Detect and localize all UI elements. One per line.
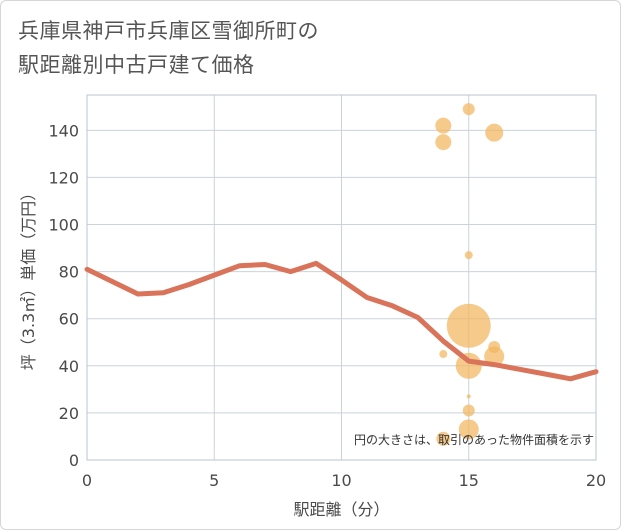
data-point — [485, 123, 504, 142]
y-tick-label: 120 — [48, 168, 79, 187]
y-tick-label: 100 — [48, 216, 79, 235]
data-point — [464, 251, 473, 260]
y-tick-label: 140 — [48, 121, 79, 140]
plot-border — [86, 94, 597, 461]
y-tick-labels: 0 20 40 60 80 100 120 140 — [48, 121, 79, 470]
data-point — [455, 352, 482, 379]
data-point — [439, 350, 448, 359]
x-tick-label: 5 — [209, 471, 219, 490]
y-tick-label: 40 — [59, 357, 79, 376]
x-tick-label: 0 — [82, 471, 92, 490]
data-point — [435, 117, 452, 134]
y-tick-label: 0 — [69, 451, 79, 470]
y-axis-title: 坪（3.3㎡）単価（万円） — [19, 185, 38, 370]
x-axis-title: 駅距離（分） — [293, 500, 389, 519]
title-line-2: 駅距離別中古戸建て価格 — [18, 53, 255, 77]
data-point — [446, 303, 491, 348]
data-point — [462, 404, 475, 417]
data-point — [484, 346, 505, 367]
data-point — [462, 103, 475, 116]
title-line-1: 兵庫県神戸市兵庫区雪御所町の — [18, 19, 319, 43]
data-point — [466, 394, 471, 399]
data-points — [435, 103, 505, 446]
data-point — [458, 419, 479, 440]
chart-title: 兵庫県神戸市兵庫区雪御所町の 駅距離別中古戸建て価格 — [18, 14, 319, 82]
trend-line — [84, 260, 599, 382]
x-tick-label: 20 — [586, 471, 606, 490]
data-point — [435, 134, 452, 151]
size-annotation: 円の大きさは、取引のあった物件面積を示す — [354, 432, 594, 447]
y-tick-label: 60 — [59, 310, 79, 329]
data-point — [436, 431, 451, 446]
y-tick-label: 20 — [59, 404, 79, 423]
x-tick-label: 15 — [459, 471, 479, 490]
x-tick-labels: 0 5 10 15 20 — [82, 471, 606, 490]
x-tick-label: 10 — [331, 471, 351, 490]
y-tick-label: 80 — [59, 263, 79, 282]
